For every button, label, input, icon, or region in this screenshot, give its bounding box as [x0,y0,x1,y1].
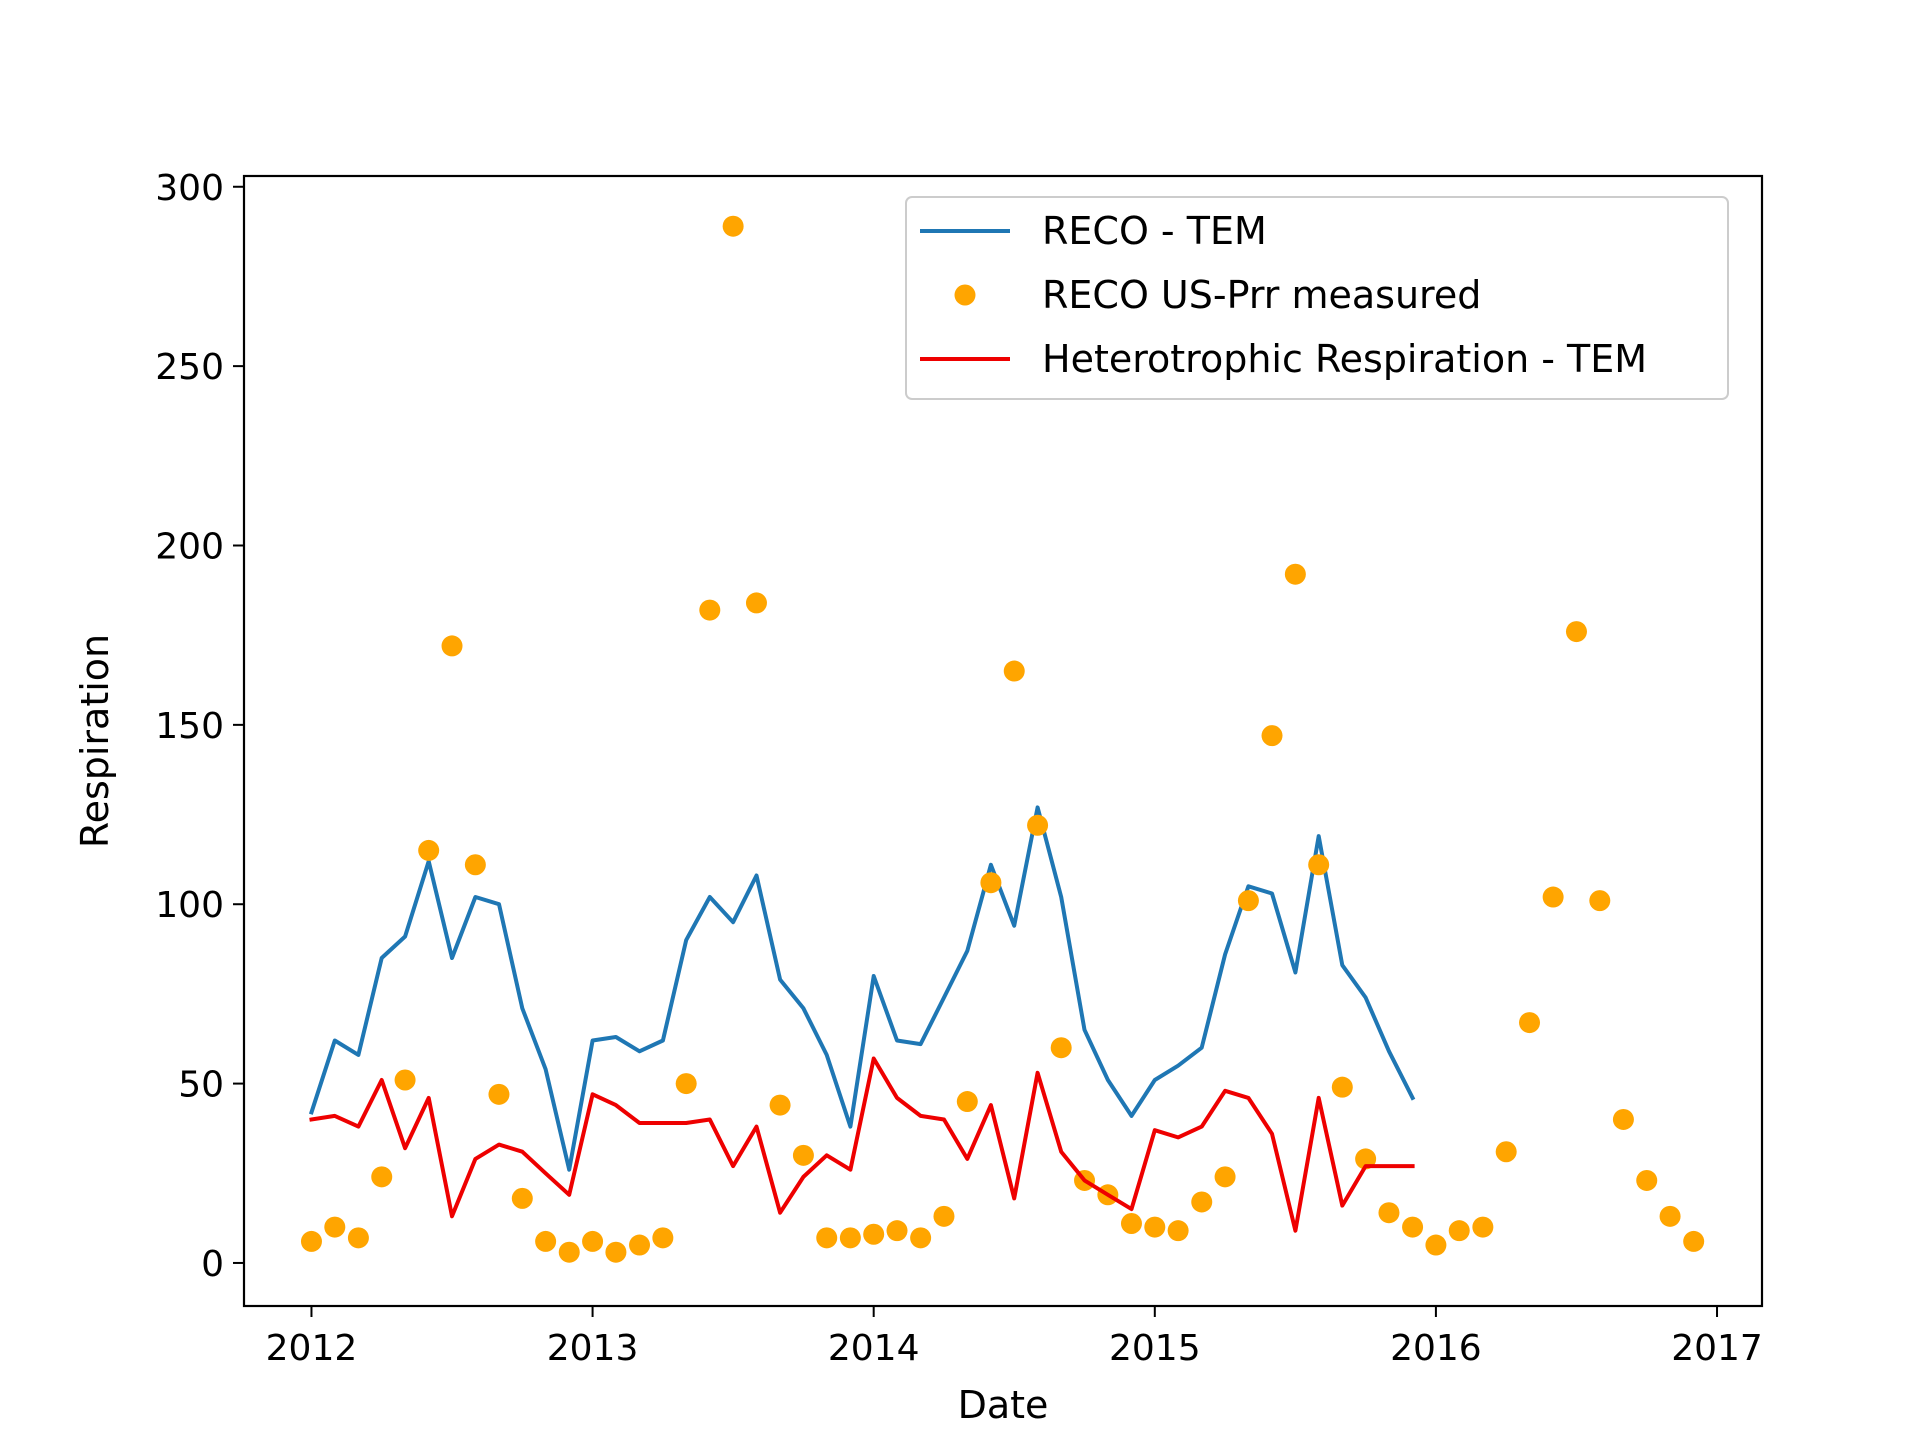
scatter-point [324,1216,346,1238]
y-tick-label: 300 [155,168,224,209]
axes-frame [242,174,1764,1308]
scatter-point [933,1205,955,1227]
y-axis-label: Respiration [73,634,117,848]
x-tick-label: 2017 [1671,1328,1763,1369]
y-tick-label: 100 [155,885,224,926]
legend-marker [954,284,976,306]
scatter-point [1425,1234,1447,1256]
scatter-point [371,1166,393,1188]
scatter-point [300,1230,322,1252]
scatter-point [1237,890,1259,912]
scatter-point [1589,890,1611,912]
scatter-point [1284,563,1306,585]
scatter-point [1144,1216,1166,1238]
scatter-point [582,1230,604,1252]
scatter-point [605,1241,627,1263]
scatter-point [1308,854,1330,876]
scatter-point [1214,1166,1236,1188]
scatter-point [816,1227,838,1249]
series-line-2 [309,1056,1415,1233]
y-tick-label: 150 [155,706,224,747]
x-axis-ticks: 2012 2013 2014 2015 2016 2017 [266,1306,1763,1369]
x-axis-label: Date [958,1383,1049,1427]
y-axis-ticks: 0 50 100 150 200 250 300 [155,168,244,1285]
scatter-point [1472,1216,1494,1238]
scatter-point [1261,725,1283,747]
legend-box [905,196,1729,400]
scatter-point [1612,1108,1634,1130]
scatter-point [441,635,463,657]
y-tick-label: 50 [178,1065,224,1106]
scatter-point [675,1073,697,1095]
legend: RECO - TEM RECO US-Prr measured Heterotrop… [905,196,1729,400]
scatter-point [863,1223,885,1245]
scatter-point [1659,1205,1681,1227]
scatter-point [629,1234,651,1256]
scatter-point [464,854,486,876]
scatter-point [1636,1169,1658,1191]
scatter-point [745,592,767,614]
scatter-point [347,1227,369,1249]
scatter-point [1191,1191,1213,1213]
scatter-point [652,1227,674,1249]
legend-label: RECO US-Prr measured [1042,273,1481,317]
scatter-point [699,599,721,621]
scatter-point [1542,886,1564,908]
legend-label: RECO - TEM [1042,209,1267,253]
legend-label: Heterotrophic Respiration - TEM [1042,337,1647,381]
scatter-point [1495,1141,1517,1163]
x-tick-label: 2013 [547,1328,639,1369]
scatter-point [1050,1037,1072,1059]
scatter-point [418,839,440,861]
scatter-point [886,1220,908,1242]
scatter-point [980,872,1002,894]
y-tick-label: 250 [155,347,224,388]
scatter-point [394,1069,416,1091]
scatter-point [956,1091,978,1113]
scatter-point [535,1230,557,1252]
y-tick-label: 200 [155,526,224,567]
scatter-point [792,1144,814,1166]
scatter-point [1448,1220,1470,1242]
y-tick-label: 0 [201,1244,224,1285]
scatter-point [1167,1220,1189,1242]
plot-marks [300,215,1705,1263]
scatter-point [910,1227,932,1249]
scatter-point [1402,1216,1424,1238]
scatter-point [839,1227,861,1249]
scatter-point [488,1083,510,1105]
series-line-0 [308,805,1416,1172]
scatter-point [1565,621,1587,643]
scatter-point [1003,660,1025,682]
scatter-point [558,1241,580,1263]
x-tick-label: 2016 [1390,1328,1482,1369]
x-tick-label: 2015 [1109,1328,1201,1369]
x-tick-label: 2014 [828,1328,920,1369]
scatter-point [511,1187,533,1209]
scatter-point [1683,1230,1705,1252]
scatter-point [1120,1212,1142,1234]
scatter-point [722,215,744,237]
scatter-point [1027,814,1049,836]
scatter-point [1378,1202,1400,1224]
scatter-point [1519,1012,1541,1034]
x-tick-label: 2012 [266,1328,358,1369]
scatter-point [1331,1076,1353,1098]
scatter-point [769,1094,791,1116]
